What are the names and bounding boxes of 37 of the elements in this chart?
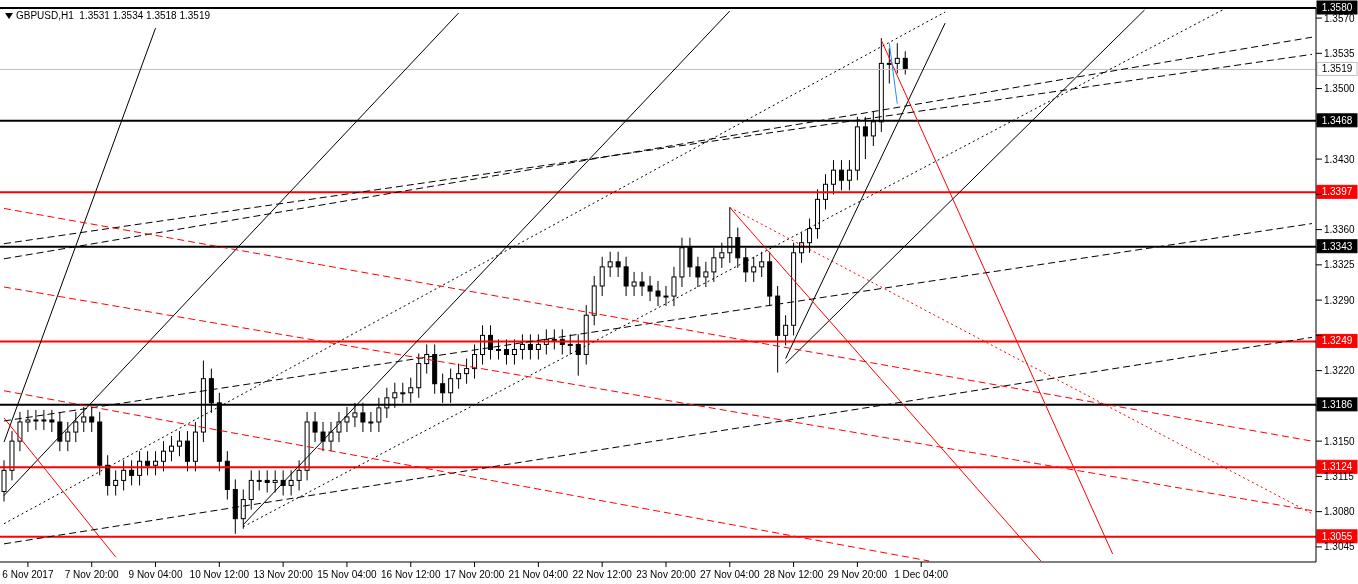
y-tick-label: 1.3500 [1324,83,1356,95]
y-tick-label: 1.3535 [1324,47,1356,59]
ref-line-label: 1.3249 [1321,335,1353,347]
x-tick-label: 28 Nov 12:00 [763,569,824,580]
x-tick-label: 9 Nov 04:00 [128,569,183,580]
y-tick-label: 1.3115 [1324,470,1355,482]
y-tick-label: 1.3220 [1324,365,1356,377]
ref-line-label: 1.3343 [1321,240,1353,252]
y-tick-label: 1.3045 [1324,541,1356,553]
ref-line-label: 1.3124 [1321,461,1353,473]
y-tick-label: 1.3150 [1324,435,1356,447]
ref-line-label: 1.3519 [1321,63,1353,75]
ref-line-label: 1.3468 [1321,114,1353,126]
x-tick-label: 1 Dec 04:00 [894,569,949,580]
y-tick-label: 1.3360 [1324,224,1356,236]
y-tick-label: 1.3325 [1324,259,1356,271]
y-tick-label: 1.3080 [1324,506,1356,518]
x-tick-label: 22 Nov 12:00 [572,569,633,580]
ref-line-label: 1.3397 [1321,186,1353,198]
ref-line-label: 1.3055 [1321,530,1353,542]
x-tick-label: 17 Nov 20:00 [444,569,505,580]
x-tick-label: 21 Nov 04:00 [508,569,569,580]
ref-line-label: 1.3186 [1321,398,1353,410]
chart-title: GBPUSD,H1 1.3531 1.3534 1.3518 1.3519 [16,10,211,21]
y-tick-label: 1.3570 [1324,12,1356,24]
x-tick-label: 16 Nov 12:00 [381,569,441,580]
x-tick-label: 7 Nov 20:00 [64,569,120,580]
x-tick-label: 13 Nov 20:00 [253,569,314,580]
y-tick-label: 1.3290 [1324,294,1356,306]
x-tick-label: 27 Nov 04:00 [700,569,760,580]
x-tick-label: 23 Nov 20:00 [636,569,697,580]
y-tick-label: 1.3430 [1324,153,1356,165]
x-tick-label: 10 Nov 12:00 [189,569,250,580]
ref-line-label: 1.3580 [1321,2,1353,13]
x-tick-label: 15 Nov 04:00 [317,569,378,580]
x-tick-label: 6 Nov 2017 [2,569,54,580]
x-tick-label: 29 Nov 20:00 [827,569,888,580]
